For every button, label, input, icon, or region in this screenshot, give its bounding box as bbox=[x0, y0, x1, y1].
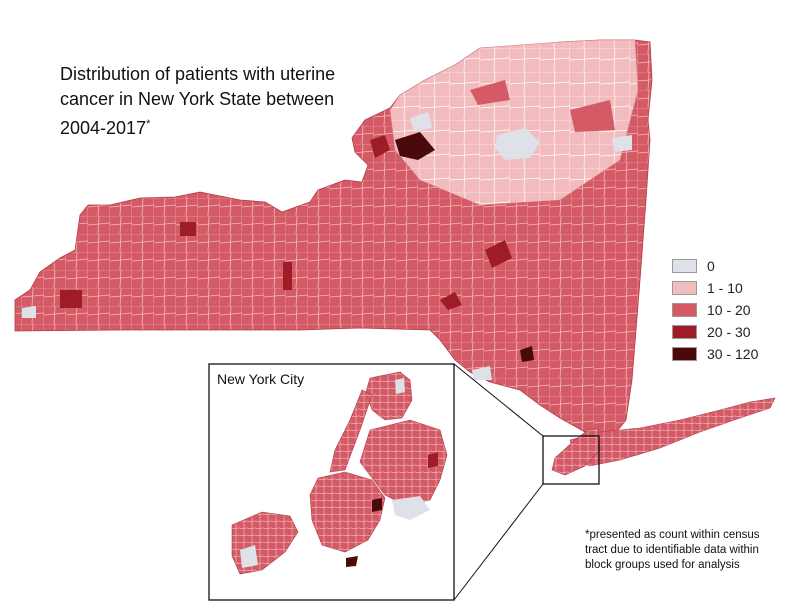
legend-label: 0 bbox=[707, 258, 715, 274]
nyc-highlight-box bbox=[542, 435, 600, 485]
legend-swatch bbox=[672, 259, 697, 273]
inset-connector-line bbox=[453, 483, 544, 601]
tract-dark bbox=[520, 346, 534, 362]
tract-dark bbox=[370, 135, 390, 158]
legend: 0 1 - 10 10 - 20 20 - 30 30 - 120 bbox=[672, 255, 758, 365]
map-title-marker: * bbox=[146, 118, 151, 130]
legend-swatch bbox=[672, 303, 697, 317]
tract-dark bbox=[485, 240, 512, 268]
tract-zero bbox=[392, 496, 430, 520]
tract-dark bbox=[60, 290, 82, 308]
nyc-region-main bbox=[551, 427, 601, 476]
map-title: Distribution of patients with uterine ca… bbox=[60, 62, 340, 141]
queens-region bbox=[359, 419, 448, 506]
north-country-region bbox=[389, 39, 639, 206]
map-title-text: Distribution of patients with uterine ca… bbox=[60, 64, 336, 138]
tract-zero bbox=[410, 112, 432, 132]
tract-dark bbox=[570, 100, 615, 132]
legend-item: 1 - 10 bbox=[672, 277, 758, 299]
long-island-region bbox=[569, 397, 776, 467]
legend-swatch bbox=[672, 347, 697, 361]
tract-zero bbox=[22, 306, 36, 318]
tract-dark bbox=[470, 80, 510, 105]
tract-dark bbox=[440, 292, 462, 310]
tract-zero bbox=[240, 545, 258, 568]
legend-item: 0 bbox=[672, 255, 758, 277]
tract-dark bbox=[283, 262, 292, 290]
legend-item: 30 - 120 bbox=[672, 343, 758, 365]
legend-label: 1 - 10 bbox=[707, 280, 743, 296]
legend-item: 10 - 20 bbox=[672, 299, 758, 321]
legend-item: 20 - 30 bbox=[672, 321, 758, 343]
tract-dark bbox=[346, 556, 358, 567]
brooklyn-region bbox=[309, 471, 386, 553]
tract-zero bbox=[472, 366, 492, 380]
legend-label: 30 - 120 bbox=[707, 346, 759, 362]
tract-dark bbox=[180, 222, 196, 236]
tract-dark bbox=[395, 132, 435, 160]
tract-zero bbox=[495, 128, 540, 160]
legend-label: 10 - 20 bbox=[707, 302, 751, 318]
tract-dark bbox=[372, 498, 382, 512]
manhattan-region bbox=[329, 389, 373, 473]
footnote: *presented as count within census tract … bbox=[585, 529, 760, 571]
inset-label: New York City bbox=[217, 371, 305, 387]
inset-connector-line bbox=[453, 363, 544, 437]
tract-dark bbox=[428, 452, 438, 468]
legend-swatch bbox=[672, 281, 697, 295]
tract-zero bbox=[612, 135, 632, 152]
tract-zero bbox=[395, 378, 405, 394]
legend-swatch bbox=[672, 325, 697, 339]
legend-label: 20 - 30 bbox=[707, 324, 751, 340]
